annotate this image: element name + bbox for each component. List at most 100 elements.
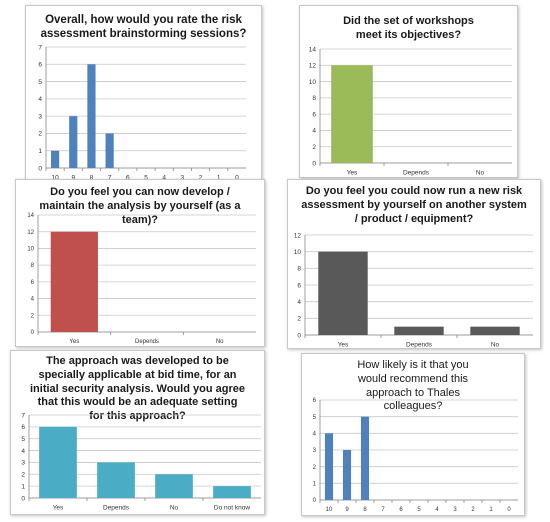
y-tick-label: 4 bbox=[313, 431, 317, 437]
x-tick-label: 4 bbox=[435, 507, 439, 513]
y-tick-label: 4 bbox=[312, 128, 316, 135]
y-tick-label: 5 bbox=[313, 415, 317, 421]
bar bbox=[394, 326, 444, 335]
bar bbox=[87, 64, 96, 168]
y-tick-label: 3 bbox=[21, 460, 25, 467]
x-tick-label: 1 bbox=[489, 507, 493, 513]
y-tick-label: 1 bbox=[38, 148, 42, 155]
chart-title: Do you feel you could now run a new risk… bbox=[301, 185, 527, 225]
y-tick-label: 6 bbox=[38, 62, 42, 69]
y-tick-label: 6 bbox=[31, 280, 35, 286]
y-tick-label: 12 bbox=[27, 230, 34, 236]
bar bbox=[342, 450, 352, 500]
y-tick-label: 3 bbox=[313, 448, 317, 454]
x-tick-label: 3 bbox=[453, 507, 457, 513]
y-tick-label: 1 bbox=[313, 481, 317, 487]
x-tick-label: 2 bbox=[199, 175, 203, 182]
y-tick-label: 14 bbox=[309, 46, 317, 53]
y-tick-label: 0 bbox=[21, 495, 25, 502]
bar bbox=[213, 486, 251, 498]
y-tick-label: 10 bbox=[27, 247, 34, 253]
y-tick-label: 12 bbox=[309, 63, 317, 70]
bar-chart: 0 2 4 6 8 10 12 14 Yes Depends No bbox=[309, 46, 512, 177]
y-tick-label: 2 bbox=[38, 131, 42, 138]
bar bbox=[318, 251, 368, 335]
y-tick-label: 7 bbox=[38, 44, 42, 51]
y-tick-label: 8 bbox=[31, 263, 35, 269]
x-tick-label: 2 bbox=[471, 507, 475, 513]
bar bbox=[50, 231, 98, 332]
y-tick-label: 12 bbox=[294, 232, 302, 239]
x-tick-label: 5 bbox=[144, 175, 148, 182]
x-tick-label: No bbox=[170, 505, 179, 512]
bar bbox=[331, 65, 373, 163]
x-tick-label: 10 bbox=[51, 175, 59, 182]
x-tick-label: 6 bbox=[399, 507, 403, 513]
bar bbox=[324, 433, 334, 500]
y-tick-label: 5 bbox=[21, 436, 25, 443]
y-tick-label: 2 bbox=[313, 465, 317, 471]
chart-panel-rating: Overall, how would you rate the risk ass… bbox=[25, 5, 262, 182]
y-tick-label: 8 bbox=[312, 95, 316, 102]
chart-title: The approach was developed to be special… bbox=[30, 355, 245, 422]
bar bbox=[360, 416, 370, 500]
y-tick-label: 4 bbox=[297, 299, 301, 306]
chart-title: Did the set of workshops meet its object… bbox=[343, 15, 474, 41]
x-tick-label: 9 bbox=[345, 507, 349, 513]
y-tick-label: 2 bbox=[21, 472, 25, 479]
x-tick-label: Do not know bbox=[214, 505, 250, 512]
x-tick-label: 4 bbox=[162, 175, 166, 182]
y-tick-label: 2 bbox=[297, 316, 301, 323]
y-tick-label: 6 bbox=[297, 282, 301, 289]
x-tick-label: 3 bbox=[181, 175, 185, 182]
x-tick-label: 1 bbox=[217, 175, 221, 182]
x-tick-label: 9 bbox=[71, 175, 75, 182]
bar bbox=[39, 426, 77, 498]
y-tick-label: 10 bbox=[294, 249, 302, 256]
x-tick-label: Yes bbox=[69, 339, 79, 345]
y-tick-label: 6 bbox=[21, 424, 25, 431]
x-tick-label: Yes bbox=[347, 170, 358, 177]
x-tick-label: No bbox=[476, 170, 485, 177]
y-tick-label: 4 bbox=[21, 448, 25, 455]
x-tick-label: 8 bbox=[90, 175, 94, 182]
y-tick-label: 0 bbox=[312, 160, 316, 167]
x-tick-label: 7 bbox=[108, 175, 112, 182]
x-tick-label: 0 bbox=[235, 175, 239, 182]
x-tick-label: Yes bbox=[53, 505, 64, 512]
x-tick-label: 0 bbox=[507, 507, 511, 513]
y-tick-label: 2 bbox=[31, 313, 35, 319]
x-tick-label: 8 bbox=[363, 507, 367, 513]
chart-panel-objectives: Did the set of workshops meet its object… bbox=[299, 5, 518, 178]
x-tick-label: Yes bbox=[338, 342, 349, 349]
x-tick-label: 5 bbox=[417, 507, 421, 513]
y-tick-label: 0 bbox=[297, 332, 301, 339]
x-tick-label: 7 bbox=[381, 507, 385, 513]
bar-chart: 0 1 2 3 4 5 6 7 Yes Depends No Do not know bbox=[21, 412, 261, 512]
y-tick-label: 6 bbox=[312, 111, 316, 118]
chart-panel-develop: Do you feel you can now develop / mainta… bbox=[15, 179, 265, 347]
x-tick-label: No bbox=[216, 339, 224, 345]
y-tick-label: 6 bbox=[313, 398, 317, 404]
y-tick-label: 8 bbox=[297, 266, 301, 273]
chart-panel-bid-time: The approach was developed to be special… bbox=[10, 350, 265, 515]
y-tick-label: 10 bbox=[309, 79, 317, 86]
bar-chart: 0 2 4 6 8 10 12 Yes Depends No bbox=[294, 232, 533, 349]
bar bbox=[51, 150, 60, 168]
y-tick-label: 4 bbox=[38, 96, 42, 103]
bar-chart: 0 2 4 6 8 10 12 14 Yes Depends No bbox=[27, 213, 256, 345]
y-tick-label: 2 bbox=[312, 144, 316, 151]
y-tick-label: 1 bbox=[21, 483, 25, 490]
chart-panel-run-new: Do you feel you could now run a new risk… bbox=[287, 179, 541, 349]
y-tick-label: 4 bbox=[31, 297, 35, 303]
x-tick-label: Depends bbox=[135, 339, 159, 345]
bar bbox=[69, 116, 78, 168]
y-tick-label: 0 bbox=[31, 330, 35, 336]
chart-panel-recommend: How likely is it that you would recommen… bbox=[301, 353, 525, 516]
y-tick-label: 3 bbox=[38, 113, 42, 120]
y-tick-label: 7 bbox=[21, 412, 25, 419]
y-tick-label: 0 bbox=[313, 498, 317, 504]
chart-title: Overall, how would you rate the risk ass… bbox=[40, 14, 247, 41]
